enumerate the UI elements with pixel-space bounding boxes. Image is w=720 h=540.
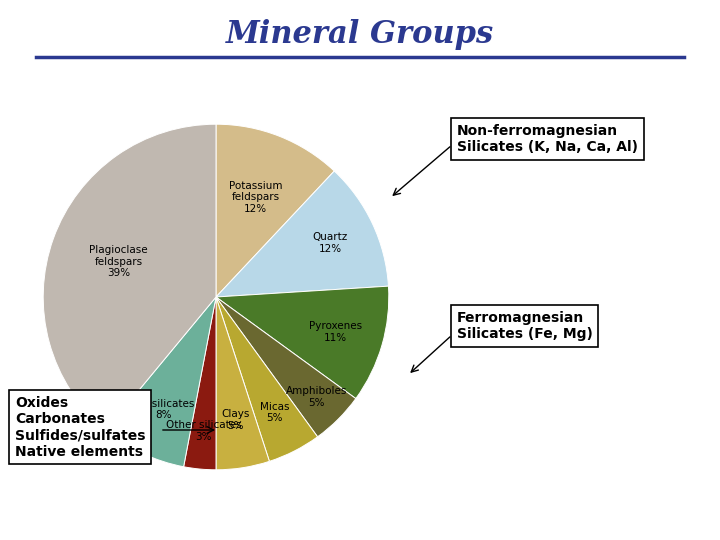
Wedge shape <box>216 124 334 297</box>
Text: Nonsilicates
8%: Nonsilicates 8% <box>131 399 194 420</box>
Wedge shape <box>216 297 318 461</box>
Text: Pyroxenes
11%: Pyroxenes 11% <box>309 321 362 342</box>
Text: Mineral Groups: Mineral Groups <box>226 19 494 50</box>
Wedge shape <box>216 286 389 399</box>
Text: Clays
5%: Clays 5% <box>221 409 250 431</box>
Text: Amphiboles
5%: Amphiboles 5% <box>286 387 347 408</box>
Wedge shape <box>184 297 216 470</box>
Wedge shape <box>216 297 269 470</box>
Wedge shape <box>43 124 216 430</box>
Wedge shape <box>216 171 389 297</box>
Text: Potassium
feldspars
12%: Potassium feldspars 12% <box>229 181 282 214</box>
Wedge shape <box>216 297 356 437</box>
Text: Micas
5%: Micas 5% <box>260 402 289 423</box>
Text: Oxides
Carbonates
Sulfides/sulfates
Native elements: Oxides Carbonates Sulfides/sulfates Nati… <box>15 396 145 458</box>
Text: Other silicates
3%: Other silicates 3% <box>166 420 241 442</box>
Text: Non-ferromagnesian
Silicates (K, Na, Ca, Al): Non-ferromagnesian Silicates (K, Na, Ca,… <box>457 124 638 154</box>
Wedge shape <box>106 297 216 467</box>
Text: Ferromagnesian
Silicates (Fe, Mg): Ferromagnesian Silicates (Fe, Mg) <box>457 311 593 341</box>
Text: Plagioclase
feldspars
39%: Plagioclase feldspars 39% <box>89 245 148 279</box>
Text: Quartz
12%: Quartz 12% <box>312 233 348 254</box>
